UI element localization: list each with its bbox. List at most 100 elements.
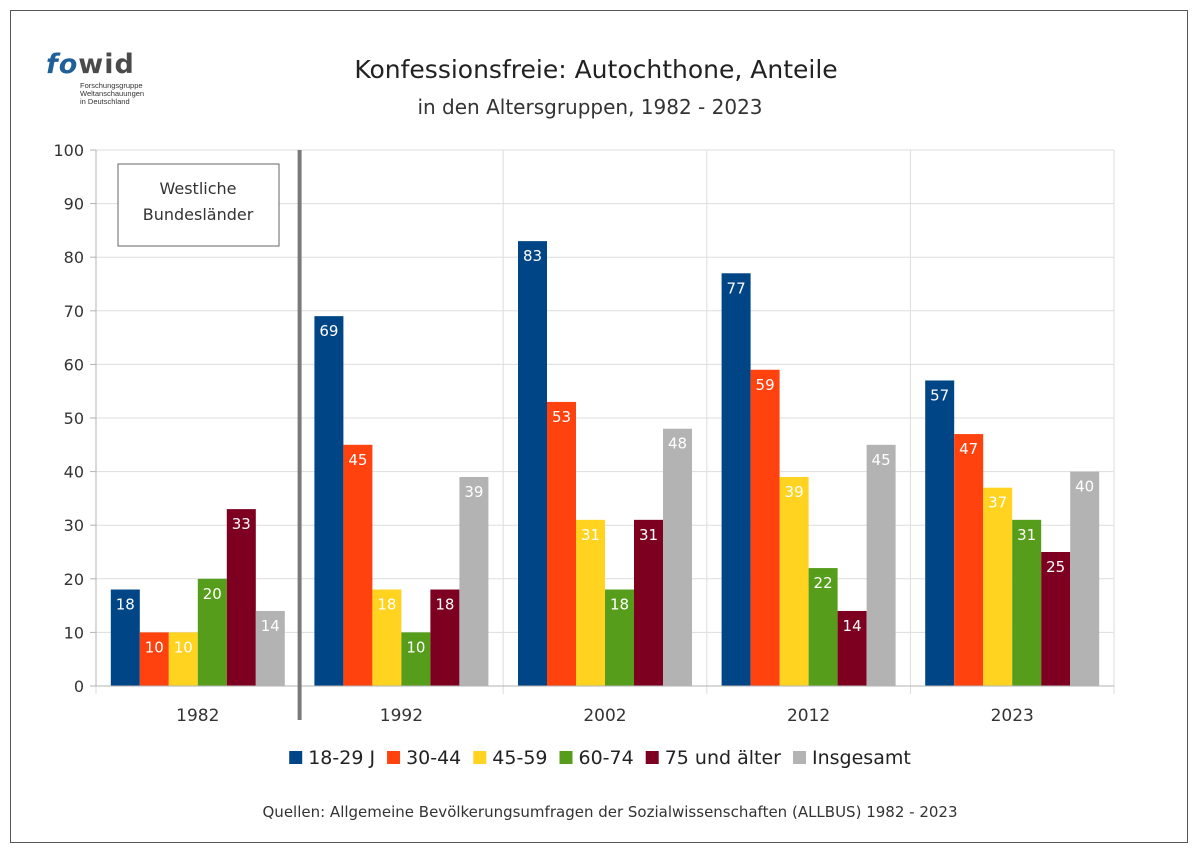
data-label: 18: [435, 596, 454, 614]
bar: [430, 589, 460, 686]
legend-swatch: [289, 751, 303, 764]
bar: [547, 401, 576, 686]
data-label: 57: [930, 386, 949, 404]
y-tick-label: 40: [64, 463, 84, 482]
x-tick-label: 2023: [991, 706, 1034, 726]
legend-swatch: [793, 751, 806, 764]
data-label: 22: [814, 574, 833, 592]
logo-sub-line3: in Deutschland: [80, 97, 130, 106]
bar: [576, 519, 605, 686]
bar: [925, 380, 955, 686]
legend-swatch: [645, 751, 659, 764]
data-label: 18: [377, 596, 396, 614]
legend-label: 60-74: [579, 747, 634, 769]
logo-subtitle: Forschungsgruppe Weltanschauungen in Deu…: [80, 82, 144, 106]
annotation-frame: [117, 163, 280, 247]
annotation-line-1: Westliche: [159, 179, 236, 198]
y-tick-label: 90: [64, 195, 84, 214]
legend-swatch: [387, 751, 401, 764]
bar: [226, 509, 256, 686]
axis-layer: 0 10 20 30 40 50 60 70 80 90 100 1982 1992 2002 2012 20…: [53, 141, 1114, 726]
fowid-logo: fowid Forschungsgruppe Weltanschauungen …: [46, 50, 176, 120]
bar: [1070, 471, 1100, 686]
logo-wordmark: fowid: [46, 50, 176, 80]
chart-subtitle: in den Altersgruppen, 1982 - 2023: [417, 95, 762, 119]
data-label: 39: [464, 483, 483, 501]
data-label: 53: [552, 408, 571, 426]
bar: [634, 519, 663, 686]
data-label: 10: [145, 638, 164, 656]
data-label: 18: [116, 596, 135, 614]
bar: [518, 241, 547, 686]
data-label: 31: [639, 526, 658, 544]
bar: [750, 369, 780, 686]
data-label: 33: [232, 515, 251, 533]
y-tick-label: 100: [53, 141, 84, 160]
y-tick-label: 70: [64, 302, 84, 321]
bar: [837, 610, 867, 686]
logo-sub-line1: Forschungsgruppe: [80, 81, 143, 90]
bar: [343, 444, 373, 686]
data-label: 45: [348, 451, 367, 469]
legend-label: 45-59: [492, 747, 547, 769]
bar: [808, 568, 838, 686]
data-label: 47: [959, 440, 978, 458]
bar: [1041, 552, 1071, 686]
data-label: 14: [261, 617, 280, 635]
data-label: 48: [668, 435, 687, 453]
bar: [983, 487, 1013, 686]
y-tick-label: 0: [74, 677, 84, 696]
data-label: 25: [1046, 558, 1065, 576]
y-tick-label: 20: [64, 570, 84, 589]
x-tick-label: 2012: [787, 706, 830, 726]
y-tick-label: 80: [64, 248, 84, 267]
data-label: 31: [1017, 526, 1036, 544]
legend-swatch: [473, 751, 487, 764]
data-label: 18: [610, 596, 629, 614]
logo-word-wid: wid: [78, 49, 135, 80]
bar: [110, 589, 140, 686]
logo-word-fo: fo: [46, 49, 79, 80]
bar: [255, 610, 285, 686]
annotation-box: Westliche Bundesländer: [117, 163, 280, 247]
legend-label: 30-44: [406, 747, 461, 769]
data-label: 14: [843, 617, 862, 635]
chart-frame: [10, 10, 1188, 843]
y-tick-label: 50: [64, 409, 84, 428]
legend-label: Insgesamt: [812, 747, 911, 769]
bar: [954, 434, 984, 686]
data-label: 37: [988, 494, 1007, 512]
chart-title: Konfessionsfreie: Autochthone, Anteile: [354, 55, 837, 84]
legend: 18-29 J 30-44 45-59 60-74 75 und älter Insges…: [289, 747, 911, 769]
bar: [314, 316, 344, 686]
legend-label: 75 und älter: [665, 747, 781, 769]
data-label: 69: [319, 322, 338, 340]
data-labels-layer: 18 10 10 20 33 14 69 45 18 10 18 39 83 53 31 18 31 48 77 59…: [116, 247, 1094, 656]
data-label: 77: [727, 279, 746, 297]
bar: [605, 589, 634, 686]
bar: [372, 589, 402, 686]
x-tick-label: 1982: [176, 706, 219, 726]
bar: [401, 632, 431, 686]
bars-layer: [110, 241, 1100, 686]
bar: [459, 476, 489, 686]
bar: [168, 632, 198, 686]
x-tick-label: 2002: [583, 706, 626, 726]
annotation-line-2: Bundesländer: [143, 205, 254, 224]
y-tick-label: 60: [64, 355, 84, 374]
data-label: 31: [581, 526, 600, 544]
bar: [663, 428, 692, 686]
source-note: Quellen: Allgemeine Bevölkerungsumfragen…: [263, 803, 958, 821]
data-label: 40: [1075, 478, 1094, 496]
data-label: 20: [203, 585, 222, 603]
data-label: 59: [756, 376, 775, 394]
data-label: 10: [174, 638, 193, 656]
bar: [139, 632, 169, 686]
data-label: 45: [872, 451, 891, 469]
data-label: 10: [406, 638, 425, 656]
data-label: 83: [523, 247, 542, 265]
bar: [197, 578, 227, 686]
bar: [1012, 519, 1042, 686]
y-tick-label: 10: [64, 623, 84, 642]
